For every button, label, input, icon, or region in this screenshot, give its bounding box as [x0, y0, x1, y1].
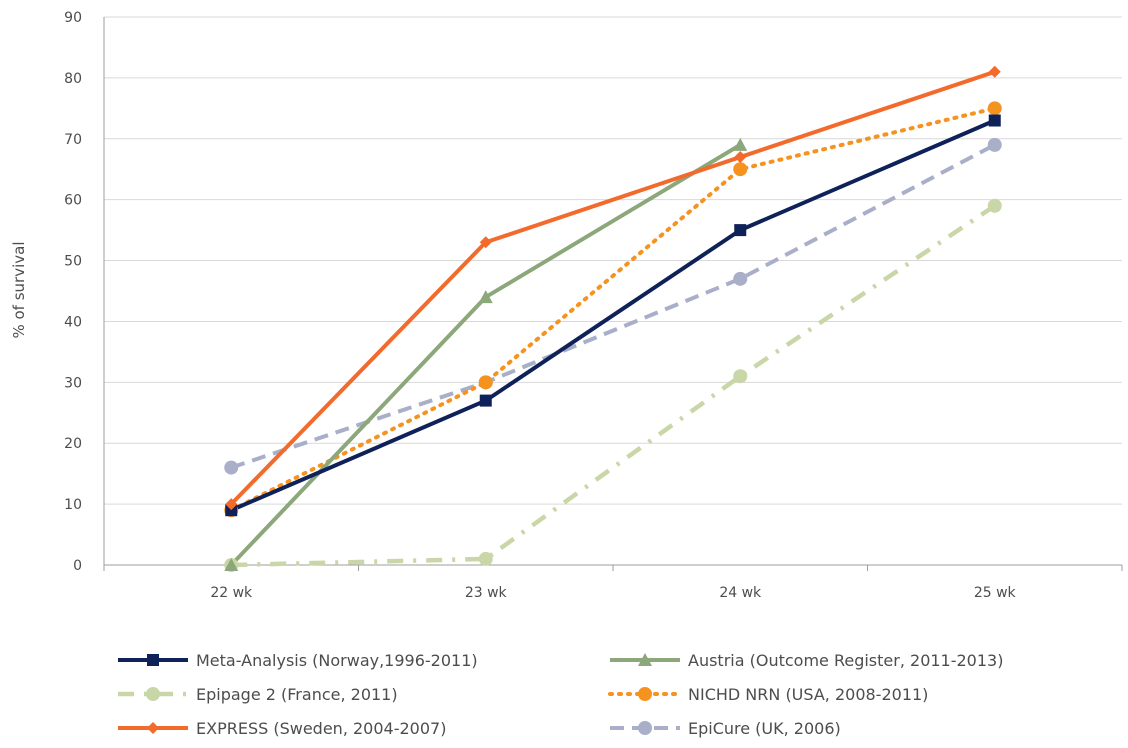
legend-swatch-marker — [638, 721, 652, 735]
data-point — [478, 290, 493, 304]
x-tick-label: 22 wk — [210, 585, 253, 601]
legend-item: Epipage 2 (France, 2011) — [118, 685, 398, 704]
y-tick-label: 0 — [73, 558, 82, 574]
y-tick-label: 60 — [64, 193, 82, 209]
y-tick-label: 30 — [64, 375, 82, 391]
data-point — [734, 151, 747, 164]
legend-swatch-marker — [146, 687, 160, 701]
legend-item: NICHD NRN (USA, 2008-2011) — [608, 685, 928, 704]
data-point — [479, 236, 492, 249]
legend-label: EXPRESS (Sweden, 2004-2007) — [196, 719, 446, 738]
series-line — [229, 143, 742, 567]
data-point — [224, 558, 239, 571]
data-point — [478, 551, 493, 566]
data-point — [987, 198, 1002, 213]
data-point — [478, 375, 493, 390]
x-tick-label: 24 wk — [719, 585, 762, 601]
y-axis-label: % of survival — [10, 241, 28, 338]
legend-item: Austria (Outcome Register, 2011-2013) — [610, 651, 1003, 670]
y-tick-label: 40 — [64, 314, 82, 330]
series-line — [230, 143, 996, 470]
data-point — [225, 504, 238, 517]
series-markers — [224, 65, 1002, 572]
series-lines — [229, 69, 997, 568]
axes: 0 10 20 30 40 50 60 70 80 90 22 wk 23 wk 24 wk 25 wk — [64, 10, 1123, 601]
legend-item: EXPRESS (Sweden, 2004-2007) — [118, 719, 446, 738]
data-point — [987, 137, 1002, 152]
legend-swatch-marker — [147, 654, 159, 666]
y-tick-label: 70 — [64, 132, 82, 148]
legend-item: EpiCure (UK, 2006) — [610, 719, 841, 738]
data-point — [988, 65, 1001, 78]
legend-label: EpiCure (UK, 2006) — [688, 719, 841, 738]
data-point — [479, 394, 492, 407]
data-point — [733, 271, 748, 286]
x-tick-label: 23 wk — [465, 585, 508, 601]
legend-swatch-marker — [638, 653, 652, 666]
y-tick-label: 50 — [64, 254, 82, 270]
legend-item: Meta-Analysis (Norway,1996-2011) — [118, 651, 478, 670]
legend: Meta-Analysis (Norway,1996-2011) Austria … — [118, 651, 1003, 738]
legend-label: Epipage 2 (France, 2011) — [196, 685, 398, 704]
x-tick-label: 25 wk — [974, 585, 1017, 601]
data-point — [225, 498, 238, 511]
legend-label: Meta-Analysis (Norway,1996-2011) — [196, 651, 478, 670]
data-point — [224, 460, 239, 475]
data-point — [733, 162, 748, 177]
legend-swatch-marker — [638, 687, 652, 701]
data-point — [734, 224, 747, 237]
y-tick-label: 10 — [64, 497, 82, 513]
y-tick-label: 80 — [64, 71, 82, 87]
data-point — [733, 369, 748, 384]
legend-swatch-marker — [147, 722, 159, 734]
gridlines — [104, 16, 1122, 566]
y-tick-label: 90 — [64, 10, 82, 26]
data-point — [733, 137, 748, 151]
y-tick-label: 20 — [64, 436, 82, 452]
legend-label: Austria (Outcome Register, 2011-2013) — [688, 651, 1003, 670]
data-point — [987, 101, 1002, 116]
series-line — [229, 106, 997, 513]
data-point — [988, 114, 1001, 127]
series-line — [230, 118, 996, 513]
legend-label: NICHD NRN (USA, 2008-2011) — [688, 685, 928, 704]
series-line — [231, 203, 997, 568]
series-line — [229, 69, 996, 506]
